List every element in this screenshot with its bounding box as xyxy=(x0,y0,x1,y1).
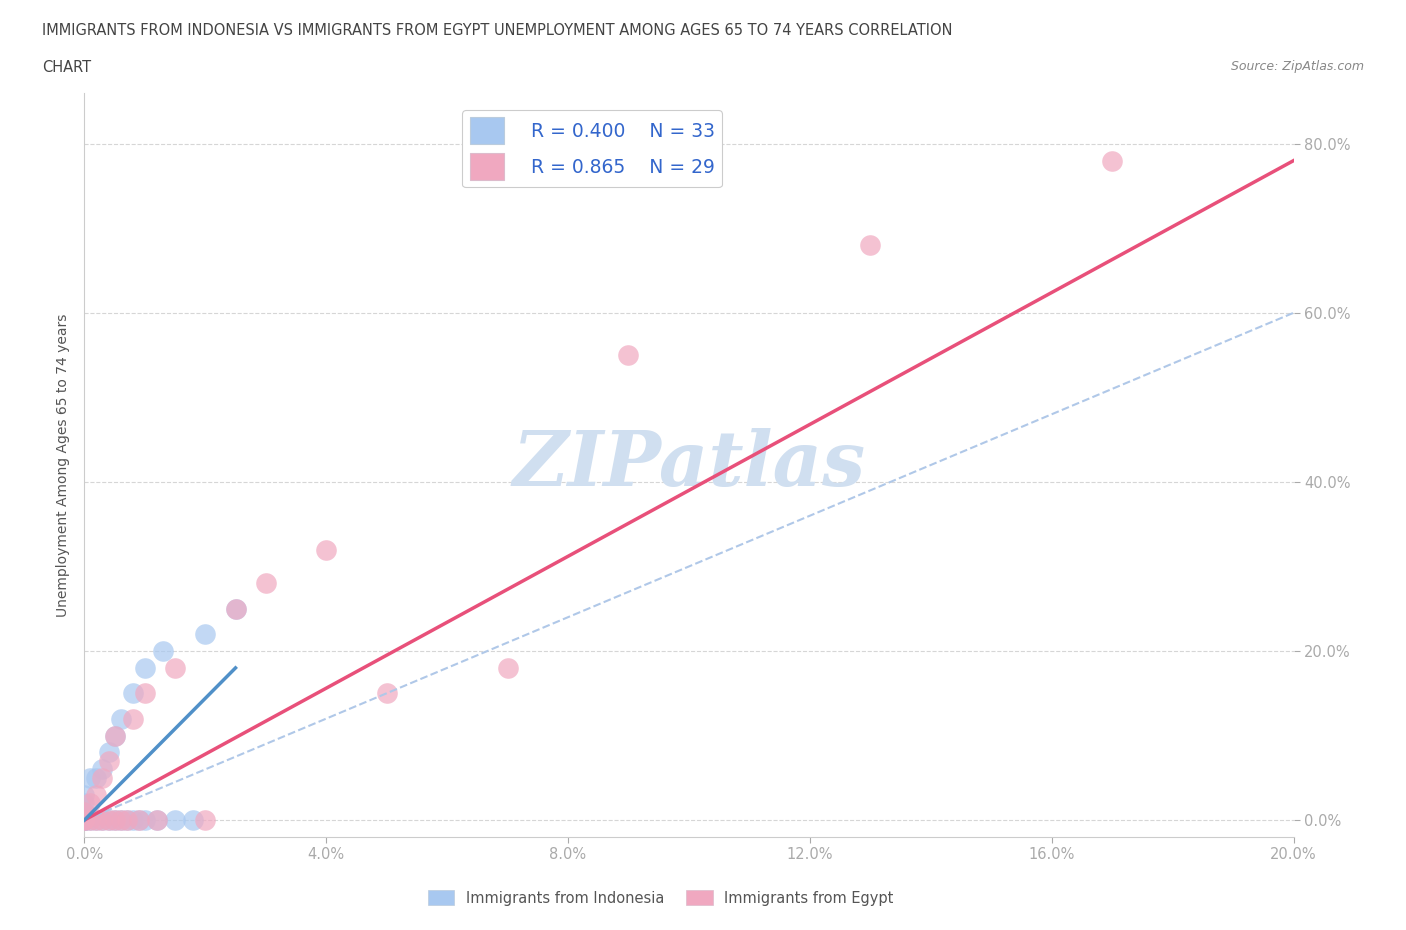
Point xyxy=(73,813,96,828)
Point xyxy=(146,813,169,828)
Point xyxy=(110,711,132,726)
Point xyxy=(181,813,204,828)
Point xyxy=(73,813,96,828)
Point xyxy=(79,813,101,828)
Point xyxy=(115,813,138,828)
Text: IMMIGRANTS FROM INDONESIA VS IMMIGRANTS FROM EGYPT UNEMPLOYMENT AMONG AGES 65 TO: IMMIGRANTS FROM INDONESIA VS IMMIGRANTS … xyxy=(42,23,953,38)
Point xyxy=(104,813,127,828)
Text: CHART: CHART xyxy=(42,60,91,75)
Point xyxy=(375,685,398,700)
Point xyxy=(86,813,108,828)
Point xyxy=(91,762,114,777)
Point xyxy=(225,602,247,617)
Point xyxy=(73,813,96,828)
Point xyxy=(91,813,114,828)
Point xyxy=(134,685,156,700)
Legend: Immigrants from Indonesia, Immigrants from Egypt: Immigrants from Indonesia, Immigrants fr… xyxy=(422,884,900,911)
Point xyxy=(617,348,640,363)
Y-axis label: Unemployment Among Ages 65 to 74 years: Unemployment Among Ages 65 to 74 years xyxy=(56,313,70,617)
Point xyxy=(134,660,156,675)
Point xyxy=(121,813,143,828)
Point xyxy=(121,685,143,700)
Point xyxy=(73,813,96,828)
Point xyxy=(79,813,101,828)
Point xyxy=(194,813,217,828)
Text: ZIPatlas: ZIPatlas xyxy=(512,428,866,502)
Point xyxy=(194,627,217,642)
Point xyxy=(86,813,108,828)
Legend:   R = 0.400    N = 33,   R = 0.865    N = 29: R = 0.400 N = 33, R = 0.865 N = 29 xyxy=(463,110,723,187)
Point xyxy=(73,788,96,803)
Point xyxy=(97,813,120,828)
Point xyxy=(1101,153,1123,168)
Point xyxy=(104,728,127,743)
Point xyxy=(225,602,247,617)
Point xyxy=(73,813,96,828)
Point xyxy=(110,813,132,828)
Point xyxy=(134,813,156,828)
Point xyxy=(163,660,186,675)
Point xyxy=(110,813,132,828)
Point xyxy=(86,770,108,785)
Point xyxy=(97,813,120,828)
Point xyxy=(128,813,150,828)
Point xyxy=(73,804,96,819)
Point xyxy=(254,576,277,591)
Point xyxy=(79,796,101,811)
Point xyxy=(73,813,96,828)
Point xyxy=(115,813,138,828)
Point xyxy=(91,770,114,785)
Point xyxy=(91,813,114,828)
Point xyxy=(128,813,150,828)
Point xyxy=(104,728,127,743)
Point xyxy=(496,660,519,675)
Point xyxy=(152,644,174,658)
Point xyxy=(73,804,96,819)
Point xyxy=(73,813,96,828)
Point xyxy=(97,745,120,760)
Point xyxy=(104,813,127,828)
Text: Source: ZipAtlas.com: Source: ZipAtlas.com xyxy=(1230,60,1364,73)
Point xyxy=(146,813,169,828)
Point xyxy=(859,238,882,253)
Point xyxy=(315,542,337,557)
Point xyxy=(73,804,96,819)
Point xyxy=(73,796,96,811)
Point xyxy=(86,788,108,803)
Point xyxy=(79,770,101,785)
Point xyxy=(163,813,186,828)
Point xyxy=(121,711,143,726)
Point xyxy=(97,753,120,768)
